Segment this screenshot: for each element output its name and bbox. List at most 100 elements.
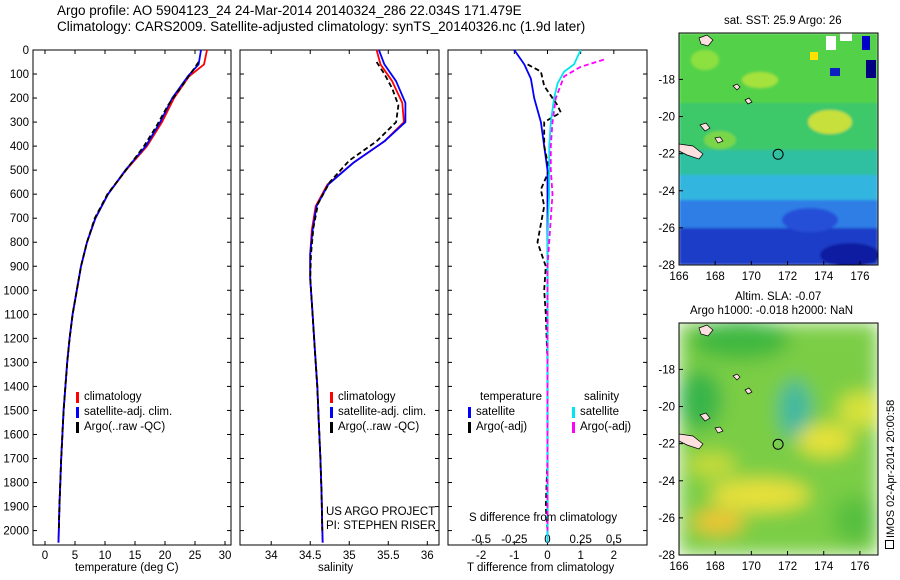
- sst-missing-4: [866, 60, 876, 78]
- pressure-axis: 0 100 200 300 400 500 600 700 800 900 1000 1100 1200…: [3, 45, 231, 538]
- y-tick-label: 700: [10, 213, 29, 225]
- y-tick-label: 800: [10, 237, 29, 249]
- sla-map-axes: 166 168 170 172 174 176 -18 -20 -22 -24 -26 -28: [658, 364, 869, 573]
- top-x-tick-label: 0.5: [606, 534, 622, 546]
- sst-map: 166 168 170 172 174 176 -18 -20 -22 -24 -26 -28: [658, 32, 879, 283]
- difference-top-x-label: S difference from climatology: [469, 512, 618, 524]
- map-x-tick-label: 176: [850, 271, 869, 283]
- watermark-text: IMOS 02-Apr-2014 20:00:58: [885, 399, 897, 538]
- x-tick-label: 25: [189, 550, 202, 562]
- x-tick-label: -1: [509, 550, 519, 562]
- legend-swatch-black: [330, 422, 333, 433]
- sla-island-1: [698, 324, 714, 337]
- sst-warm-patch-1: [691, 50, 719, 70]
- legend-item-satellite-adj: satellite-adj. clim.: [76, 405, 172, 420]
- y-tick-label: 1200: [3, 333, 29, 345]
- sst-islands: [679, 34, 753, 160]
- salinity-y-ticks: [240, 49, 439, 532]
- x-tick-label: 20: [159, 550, 172, 562]
- y-tick-label: 1300: [3, 357, 29, 369]
- map-y-tick-label: -22: [658, 149, 675, 161]
- y-tick-label: 1900: [3, 502, 29, 514]
- x-tick-label: 36: [421, 550, 434, 562]
- y-tick-label: 200: [10, 93, 29, 105]
- x-tick-label: 5: [72, 550, 78, 562]
- sst-cool-patch: [782, 208, 838, 232]
- x-tick-label: 34: [265, 550, 278, 562]
- series-line: [309, 49, 407, 543]
- top-x-tick-label: 0.25: [569, 534, 591, 546]
- map-y-tick-label: -28: [658, 260, 675, 272]
- map-x-tick-label: 170: [742, 271, 761, 283]
- legend-item-sal-argo: Argo(-adj): [572, 420, 631, 435]
- map-y-tick-label: -24: [658, 476, 675, 488]
- sla-map-title-line2: Argo h1000: -0.018 h2000: NaN: [690, 305, 854, 317]
- sla-island-4: [699, 412, 711, 422]
- sst-island-5: [714, 136, 724, 144]
- y-tick-label: 1100: [4, 309, 29, 321]
- map-x-tick-label: 174: [814, 561, 834, 573]
- legend-item-temp-argo: Argo(-adj): [468, 420, 542, 435]
- map-y-tick-label: -28: [658, 550, 675, 562]
- x-tick-label: 30: [219, 550, 232, 562]
- temperature-series: [57, 49, 208, 543]
- sla-map-frame: [678, 322, 879, 556]
- map-x-tick-label: 168: [706, 271, 725, 283]
- series-line: [309, 61, 400, 531]
- sla-map-title-line1: Altim. SLA: -0.07: [735, 291, 822, 303]
- imos-timestamp-watermark: IMOS 02-Apr-2014 20:00:58: [885, 400, 897, 549]
- sla-green-se: [833, 496, 877, 544]
- series-line: [513, 49, 549, 543]
- project-pi: PI: STEPHEN RISER: [326, 520, 436, 532]
- map-x-tick-label: 166: [669, 561, 688, 573]
- legend-label: satellite-adj. clim.: [84, 406, 173, 418]
- legend-label: satellite-adj. clim.: [338, 406, 427, 418]
- project-name: US ARGO PROJECT: [326, 506, 436, 518]
- difference-x-axis: -2 -1 0 1 2-0.5 -0.25 0 0.25 0.5: [471, 50, 622, 562]
- sla-yellow-w: [688, 453, 736, 477]
- sst-map-axes: 166 168 170 172 174 176 -18 -20 -22 -24 -26 -28: [658, 74, 869, 283]
- y-tick-label: 1000: [3, 285, 29, 297]
- sla-island-6: [679, 433, 704, 450]
- legend-item-sal-satellite: satellite: [572, 405, 631, 420]
- salinity-x-label: salinity: [318, 562, 354, 574]
- legend-label: Argo(-adj): [580, 421, 632, 433]
- sla-green-west: [679, 370, 722, 430]
- sla-map: 166 168 170 172 174 176 -18 -20 -22 -24 -26 -28: [658, 322, 879, 573]
- temperature-x-axis: 0 5 10 15 20 25 30: [42, 50, 232, 562]
- sst-island-4: [699, 122, 711, 132]
- sst-band-blue: [679, 200, 878, 230]
- y-tick-label: 1500: [3, 405, 29, 417]
- difference-y-ticks: [448, 49, 647, 532]
- temperature-axes-frame: [32, 49, 232, 546]
- series-line: [57, 61, 200, 531]
- legend-swatch-cyan: [572, 407, 575, 418]
- map-x-tick-label: 174: [814, 271, 834, 283]
- map-y-tick-label: -18: [658, 364, 675, 376]
- sst-missing-6: [810, 52, 818, 60]
- salinity-series: [309, 49, 407, 543]
- series-line: [57, 49, 202, 543]
- salinity-axes-frame: [239, 49, 440, 546]
- legend-item-climatology: climatology: [330, 390, 426, 405]
- legend-label: Argo(-adj): [476, 421, 528, 433]
- sst-argo-position-marker: [772, 148, 784, 160]
- map-y-tick-label: -26: [658, 223, 675, 235]
- map-y-tick-label: -22: [658, 439, 675, 451]
- x-tick-label: 1: [577, 550, 583, 562]
- legend-swatch-blue: [468, 407, 471, 418]
- map-y-tick-label: -18: [658, 74, 675, 86]
- sla-island-5: [714, 426, 724, 434]
- y-tick-label: 2000: [3, 526, 29, 538]
- project-credit: US ARGO PROJECT PI: STEPHEN RISER: [326, 505, 436, 533]
- sla-yellow-center: [797, 424, 853, 456]
- x-tick-label: 0: [42, 550, 48, 562]
- top-x-tick-label: -0.5: [471, 534, 491, 546]
- x-tick-label: 0: [544, 550, 550, 562]
- legend-label: climatology: [338, 391, 396, 403]
- legend-title-salinity: salinity: [584, 391, 620, 403]
- difference-x-label: T difference from climatology: [467, 562, 615, 574]
- series-line: [527, 63, 562, 531]
- series-line: [57, 49, 208, 543]
